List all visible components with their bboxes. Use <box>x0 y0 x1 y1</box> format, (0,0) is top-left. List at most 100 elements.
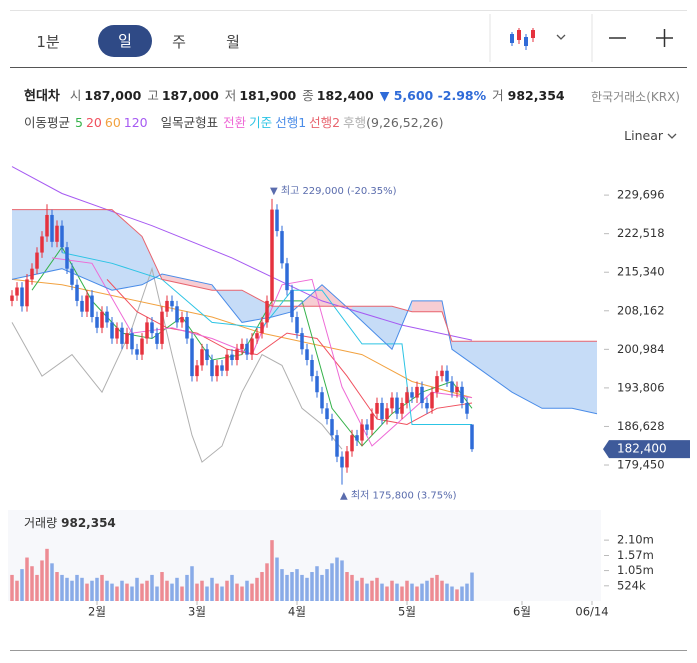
scale-select[interactable]: Linear <box>624 128 677 143</box>
candle-body <box>380 402 384 420</box>
volume-bar <box>135 577 139 601</box>
ichimoku-cloud <box>452 341 482 371</box>
candle-body <box>290 290 294 318</box>
x-tick-label: 6월 <box>513 605 531 619</box>
candle-body <box>40 236 44 253</box>
volume-bar <box>205 586 209 601</box>
legend-group-label: 일목균형표 <box>160 115 219 130</box>
legend-entry: 60 <box>104 115 121 130</box>
volume-value: 982,354 <box>507 88 565 103</box>
volume-bar <box>15 580 19 601</box>
volume-bar <box>35 574 39 601</box>
volume-bar <box>360 577 364 601</box>
candle-body <box>130 333 134 350</box>
candle-body <box>340 456 344 468</box>
candle-body <box>85 295 89 312</box>
volume-bar <box>405 580 409 601</box>
chart-type-button[interactable] <box>510 28 566 50</box>
volume-bar <box>215 583 219 601</box>
candle-body <box>170 300 174 307</box>
toolbar <box>10 10 687 68</box>
candle-body <box>230 354 234 360</box>
legend-entry: 5 <box>75 115 83 130</box>
quote-value: 182,400 <box>316 88 374 103</box>
volume-bar <box>270 540 274 601</box>
candle-body <box>70 268 74 285</box>
quote-value: 187,000 <box>84 88 142 103</box>
candle-body <box>285 263 289 291</box>
stock-name: 현대차 <box>24 89 60 104</box>
candle-body <box>385 408 389 420</box>
ichimoku-cloud <box>352 306 392 350</box>
candle-body <box>440 370 444 377</box>
volume-bar <box>185 574 189 601</box>
y-tick-label: 200,984 <box>617 342 665 356</box>
x-tick-label: 5월 <box>398 605 416 619</box>
candle-body <box>470 424 474 450</box>
volume-bar <box>225 580 229 601</box>
candle-body <box>20 287 24 307</box>
volume-bar <box>200 580 204 601</box>
candle-body <box>30 268 34 280</box>
volume-bar <box>175 577 179 601</box>
candle-body <box>90 295 94 318</box>
volume-bar <box>220 586 224 601</box>
y-tick-label: 229,696 <box>617 188 665 202</box>
y-tick-label: 215,340 <box>617 265 665 279</box>
legend-entry: 기준 <box>249 115 273 130</box>
volume-bar <box>415 586 419 601</box>
volume-bar <box>290 572 294 601</box>
indicator-line <box>11 268 598 415</box>
candle-body <box>360 424 364 441</box>
y-tick-label: 222,518 <box>617 226 665 240</box>
volume-bar <box>355 580 359 601</box>
period-tab[interactable]: 일 <box>98 25 152 57</box>
volume-bar <box>445 583 449 601</box>
candle-body <box>330 419 334 436</box>
volume-bar <box>10 574 14 601</box>
volume-tick-label: 1.57m <box>617 548 654 562</box>
volume-bar <box>350 574 354 601</box>
volume-bar <box>95 577 99 601</box>
volume-bar <box>265 563 269 601</box>
zoom-in[interactable] <box>656 29 673 47</box>
volume-bar <box>245 580 249 601</box>
volume-tick-label: 1.05m <box>617 563 654 577</box>
volume-bar <box>275 557 279 601</box>
volume-bar <box>250 583 254 601</box>
candle-body <box>445 370 449 382</box>
volume-bar <box>240 586 244 601</box>
volume-bar <box>55 572 59 601</box>
volume-bar <box>45 548 49 601</box>
legend-entry: 전환 <box>223 115 247 130</box>
volume-bar <box>370 580 374 601</box>
candle-body <box>215 365 219 377</box>
period-tab[interactable]: 1분 <box>36 33 60 51</box>
volume-bar <box>85 583 89 601</box>
volume-bar <box>75 574 79 601</box>
legend-entry: 선행1 <box>275 115 307 130</box>
quote-label: 종 <box>302 88 314 103</box>
candle-body <box>250 338 254 355</box>
candle-body <box>245 343 249 355</box>
toolbar-icons <box>489 14 673 62</box>
period-tab[interactable]: 월 <box>226 33 240 51</box>
volume-bar <box>375 577 379 601</box>
volume-bar <box>165 580 169 601</box>
ichimoku-cloud <box>412 300 442 312</box>
legend: 이동평균 5 20 60 120 일목균형표 전환 기준 선행1 선행2 후행(9,26,52,26… <box>24 112 446 131</box>
candle-body <box>160 311 164 344</box>
candle-body <box>100 311 104 328</box>
volume-bar <box>435 574 439 601</box>
volume-title-value: 982,354 <box>61 516 116 530</box>
volume-bar <box>345 572 349 601</box>
volume-label: 거 <box>492 88 504 103</box>
annotation: ▲ 최저 175,800 (3.75%) <box>340 490 457 502</box>
volume-title: 거래량 982,354 <box>24 516 116 530</box>
annotation: ▼ 최고 229,000 (-20.35%) <box>270 185 397 197</box>
ichimoku-cloud <box>112 209 142 291</box>
volume-bar <box>100 574 104 601</box>
period-tab[interactable]: 주 <box>172 33 186 51</box>
legend-entry: 후행 <box>343 115 367 130</box>
change-pct: -2.98% <box>437 88 487 103</box>
